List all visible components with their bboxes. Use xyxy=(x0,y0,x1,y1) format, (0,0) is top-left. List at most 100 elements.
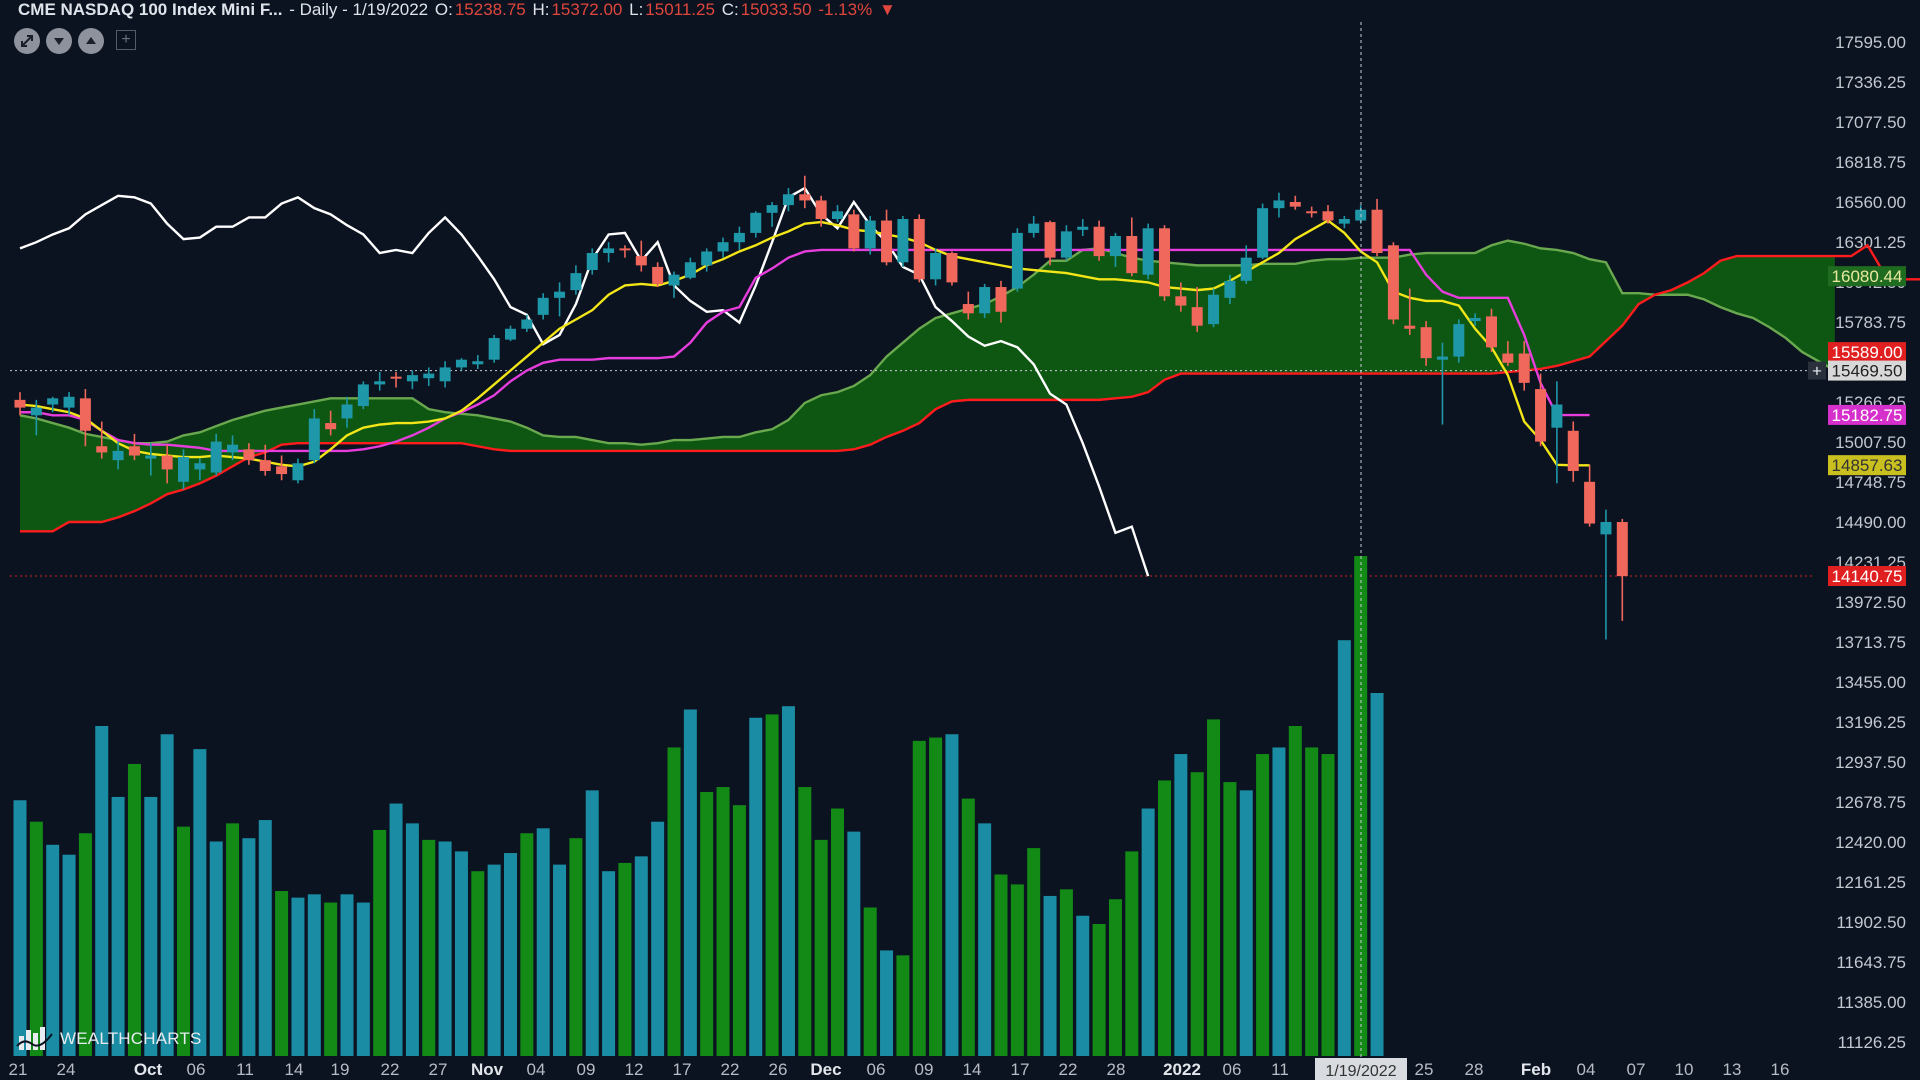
candle-body xyxy=(145,455,157,459)
candle-body xyxy=(439,367,451,382)
y-tick-label: 14748.75 xyxy=(1835,473,1906,492)
volume-bar xyxy=(275,891,289,1056)
volume-bar xyxy=(1076,915,1090,1056)
candle xyxy=(995,280,1007,323)
candle-body xyxy=(161,455,173,470)
candle xyxy=(570,265,582,295)
y-tick-label: 12420.00 xyxy=(1835,833,1906,852)
candle-body xyxy=(505,328,516,340)
candle-body xyxy=(1224,280,1236,298)
y-tick-label: 16560.00 xyxy=(1835,193,1906,212)
candle xyxy=(1093,220,1105,261)
volume-bar xyxy=(209,841,223,1056)
price-label-box xyxy=(1828,565,1906,586)
x-tick-label: 11 xyxy=(236,1060,254,1079)
x-axis: 21 24 Oct 06 11 14 19 22 27 Nov 04 09 12 17 22 26 Dec 06 0… xyxy=(9,1058,1789,1080)
x-tick-label: 10 xyxy=(1675,1060,1694,1079)
volume-bar xyxy=(683,709,697,1056)
candle xyxy=(962,291,974,320)
volume-bar xyxy=(1027,848,1041,1056)
volume-bar xyxy=(1305,747,1319,1056)
candle-body xyxy=(1616,522,1628,577)
volume-bar xyxy=(618,862,632,1056)
candle xyxy=(423,367,435,386)
x-tick-label: 12 xyxy=(625,1060,644,1079)
candle-body xyxy=(1567,430,1579,471)
candle xyxy=(1322,205,1334,224)
candle xyxy=(47,396,59,413)
candle-body xyxy=(1077,226,1089,230)
volume-bar xyxy=(1125,851,1139,1056)
candle-body xyxy=(455,359,467,368)
volume-bar xyxy=(78,833,92,1056)
collapse-icon[interactable] xyxy=(14,28,40,54)
volume-bar xyxy=(781,706,795,1056)
candle xyxy=(586,248,598,275)
candle xyxy=(1338,215,1350,229)
x-tick-label: 26 xyxy=(769,1060,788,1079)
candle-body xyxy=(799,194,811,201)
candle-body xyxy=(243,449,255,461)
candle xyxy=(357,381,369,410)
y-tick-label: 17077.50 xyxy=(1835,113,1906,132)
candle-body xyxy=(1028,223,1040,233)
candle xyxy=(652,262,664,288)
candle xyxy=(1387,242,1399,325)
candle-body xyxy=(1093,226,1105,257)
arrow-up-icon[interactable] xyxy=(78,28,104,54)
crosshair-date-box xyxy=(1315,1058,1407,1080)
x-tick-label: 09 xyxy=(915,1060,934,1079)
candle xyxy=(1257,203,1269,260)
y-tick-label: 11643.75 xyxy=(1836,953,1906,972)
x-tick-label: 27 xyxy=(429,1060,448,1079)
volume-bar xyxy=(373,829,387,1056)
volume-bar xyxy=(749,717,763,1056)
close-value: 15033.50 xyxy=(740,0,812,19)
candle xyxy=(1289,195,1301,210)
volume-bar xyxy=(307,894,321,1056)
crosshair-date-label: 1/19/2022 xyxy=(1325,1063,1396,1080)
candle-body xyxy=(603,248,615,254)
arrow-down-icon[interactable] xyxy=(46,28,72,54)
y-tick-label: 15007.50 xyxy=(1835,433,1906,452)
candle xyxy=(505,325,516,342)
candle-body xyxy=(733,232,745,243)
candle-body xyxy=(750,212,762,233)
volume-bar xyxy=(1354,556,1368,1056)
candle-body xyxy=(14,399,26,408)
close-label: C: xyxy=(721,0,739,19)
instrument-name[interactable]: CME NASDAQ 100 Index Mini F... xyxy=(18,0,283,19)
plus-box-icon[interactable]: + xyxy=(116,30,136,50)
candle xyxy=(733,226,745,250)
candle xyxy=(750,211,762,238)
candle-body xyxy=(488,338,500,360)
candle-body xyxy=(979,287,991,314)
senkou-span-b-line xyxy=(20,243,1920,533)
change-down-icon: ▼ xyxy=(878,0,896,19)
price-label-box xyxy=(1828,342,1906,363)
candle-body xyxy=(635,256,647,266)
open-value: 15238.75 xyxy=(454,0,526,19)
interval-date: - Daily - 1/19/2022 xyxy=(289,0,429,19)
candle-body xyxy=(1387,245,1399,320)
wealthcharts-logo-icon xyxy=(16,1027,53,1050)
candle xyxy=(1044,220,1056,266)
candle xyxy=(1616,518,1628,621)
candle-body xyxy=(1551,404,1563,428)
candle-body xyxy=(1208,294,1220,325)
volume-bar xyxy=(1239,790,1253,1056)
candle-body xyxy=(79,398,91,431)
x-tick-label: Feb xyxy=(1521,1060,1551,1079)
candle xyxy=(292,458,304,484)
chikou-span-line xyxy=(19,186,1150,577)
volume-bar xyxy=(585,790,599,1056)
candle-body xyxy=(619,248,631,251)
volume-bar xyxy=(994,874,1008,1056)
change-percent: -1.13% xyxy=(818,0,873,19)
candle-body xyxy=(128,446,140,456)
candle xyxy=(603,242,615,263)
candle xyxy=(1420,321,1432,366)
y-tick-label: 14490.00 xyxy=(1835,513,1906,532)
candle-body xyxy=(815,200,827,220)
